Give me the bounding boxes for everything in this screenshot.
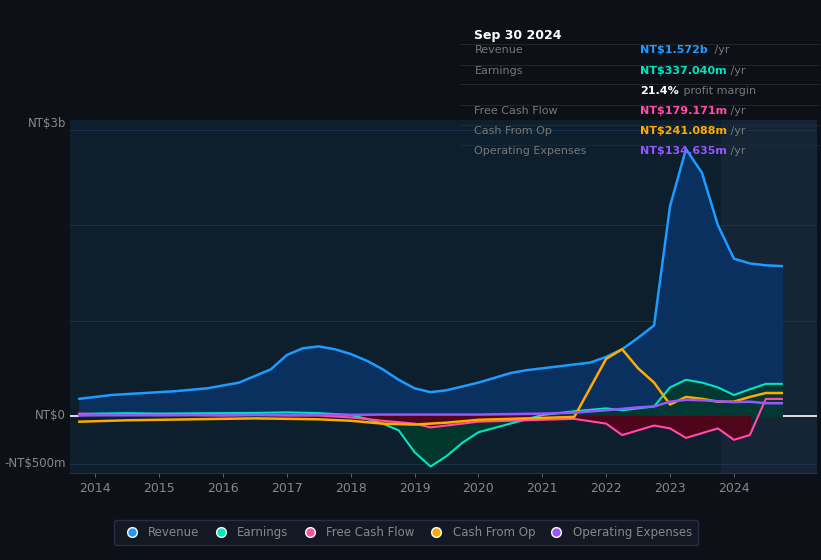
Text: -NT$500m: -NT$500m [5, 457, 66, 470]
Text: Cash From Op: Cash From Op [475, 126, 553, 136]
Bar [721, 120, 817, 473]
Text: Operating Expenses: Operating Expenses [475, 146, 587, 156]
Text: /yr: /yr [727, 126, 745, 136]
Text: /yr: /yr [711, 45, 730, 55]
Text: Earnings: Earnings [475, 66, 523, 76]
Text: NT$3b: NT$3b [28, 117, 66, 130]
Legend: Revenue, Earnings, Free Cash Flow, Cash From Op, Operating Expenses: Revenue, Earnings, Free Cash Flow, Cash … [114, 520, 698, 545]
Text: 21.4%: 21.4% [640, 86, 679, 96]
Text: NT$241.088m: NT$241.088m [640, 126, 727, 136]
Text: NT$337.040m: NT$337.040m [640, 66, 727, 76]
Text: NT$179.171m: NT$179.171m [640, 106, 727, 116]
Text: NT$1.572b: NT$1.572b [640, 45, 708, 55]
Text: NT$0: NT$0 [35, 409, 66, 422]
Text: Sep 30 2024: Sep 30 2024 [475, 29, 562, 41]
Text: /yr: /yr [727, 146, 745, 156]
Text: Revenue: Revenue [475, 45, 523, 55]
Text: Free Cash Flow: Free Cash Flow [475, 106, 558, 116]
Text: /yr: /yr [727, 66, 745, 76]
Text: /yr: /yr [727, 106, 745, 116]
Text: profit margin: profit margin [680, 86, 755, 96]
Text: NT$134.635m: NT$134.635m [640, 146, 727, 156]
